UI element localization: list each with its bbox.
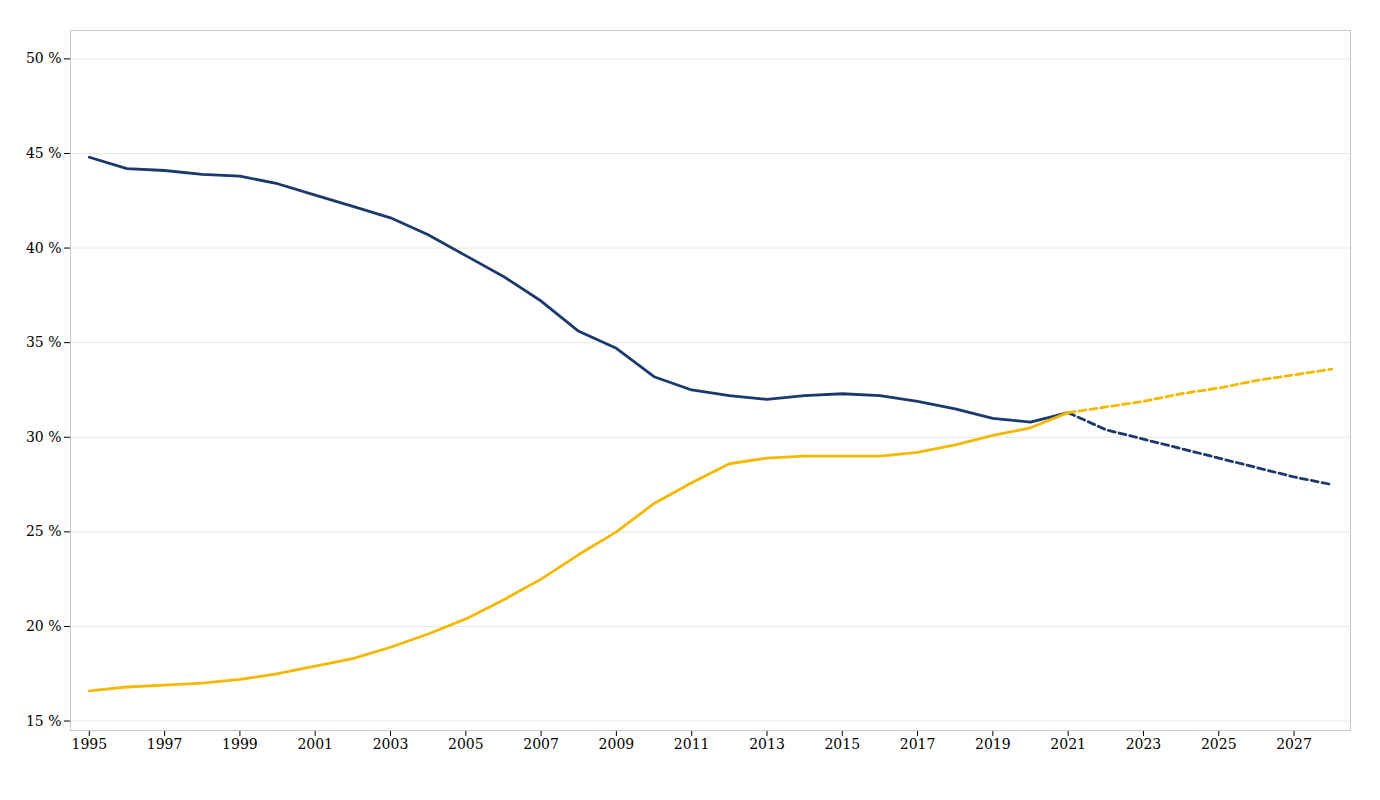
svg-text:1999: 1999 bbox=[222, 736, 258, 752]
svg-text:1995: 1995 bbox=[72, 736, 108, 752]
svg-text:2005: 2005 bbox=[448, 736, 484, 752]
svg-text:20 %: 20 % bbox=[26, 618, 62, 634]
svg-text:2023: 2023 bbox=[1126, 736, 1162, 752]
svg-text:2015: 2015 bbox=[824, 736, 860, 752]
svg-text:50 %: 50 % bbox=[26, 50, 62, 66]
svg-text:2017: 2017 bbox=[900, 736, 936, 752]
svg-text:30 %: 30 % bbox=[26, 429, 62, 445]
svg-text:2021: 2021 bbox=[1050, 736, 1086, 752]
svg-text:2001: 2001 bbox=[297, 736, 333, 752]
svg-text:2009: 2009 bbox=[599, 736, 635, 752]
svg-text:40 %: 40 % bbox=[26, 240, 62, 256]
svg-text:2025: 2025 bbox=[1201, 736, 1237, 752]
svg-text:25 %: 25 % bbox=[26, 523, 62, 539]
svg-text:2011: 2011 bbox=[674, 736, 710, 752]
svg-text:35 %: 35 % bbox=[26, 334, 62, 350]
svg-text:15 %: 15 % bbox=[26, 713, 62, 729]
svg-text:2003: 2003 bbox=[373, 736, 409, 752]
svg-text:45 %: 45 % bbox=[26, 145, 62, 161]
svg-text:2027: 2027 bbox=[1276, 736, 1312, 752]
svg-text:2019: 2019 bbox=[975, 736, 1011, 752]
svg-text:2013: 2013 bbox=[749, 736, 785, 752]
svg-text:2007: 2007 bbox=[523, 736, 559, 752]
svg-text:1997: 1997 bbox=[147, 736, 183, 752]
